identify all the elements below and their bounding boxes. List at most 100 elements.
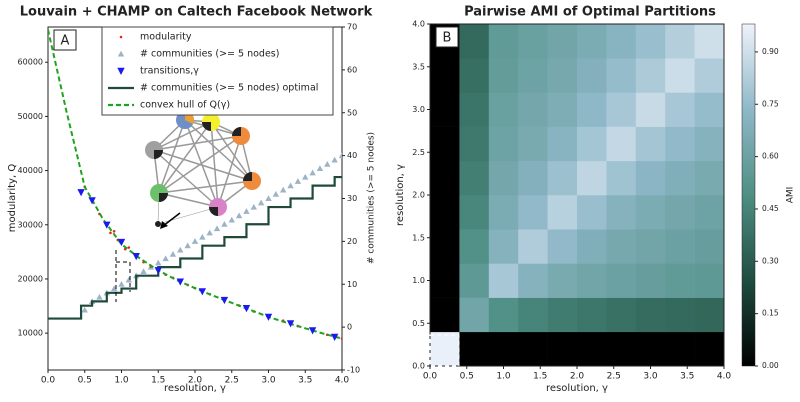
heatmap-cell — [635, 297, 666, 333]
heatmap-cell — [488, 195, 519, 230]
colorbar-tick-label: 0.90 — [762, 47, 779, 56]
heatmap-cell — [488, 126, 519, 162]
legend-label: convex hull of Q(γ) — [140, 100, 230, 111]
colorbar-tick-label: 0.00 — [762, 361, 779, 370]
data-point — [316, 165, 324, 172]
data-point — [228, 216, 235, 223]
y-tick-label: 4.0 — [412, 20, 425, 29]
heatmap-cell — [606, 229, 637, 264]
heatmap-cell — [459, 126, 490, 162]
y2-tick-label: 30 — [347, 194, 357, 203]
heatmap-cell — [635, 58, 666, 93]
data-point — [286, 320, 295, 328]
heatmap-cell — [694, 126, 725, 162]
heatmap-cell — [459, 297, 490, 333]
heatmap-cell — [430, 263, 460, 298]
x-tick-label: 0.5 — [78, 376, 92, 386]
legend-swatch — [117, 50, 125, 57]
data-point — [110, 285, 118, 292]
heatmap-cell — [665, 24, 695, 59]
heatmap-cell — [694, 24, 725, 59]
data-point — [324, 161, 331, 167]
heatmap-cell — [694, 92, 725, 127]
annotation-dashes — [115, 250, 131, 302]
heatmap-cell — [635, 229, 666, 264]
heatmap-cell — [665, 263, 695, 298]
data-point — [198, 288, 207, 296]
heatmap-cell — [635, 331, 666, 367]
heatmap-cell — [694, 229, 725, 264]
y-tick-label: 0.5 — [412, 319, 425, 328]
heatmap-cell — [430, 297, 460, 333]
data-point — [88, 197, 96, 205]
panel-label-box — [53, 29, 77, 51]
heatmap-cell — [459, 160, 490, 196]
heatmap-cell — [635, 24, 666, 59]
data-point — [294, 178, 302, 184]
y-tick-label: 30000 — [18, 220, 43, 229]
heatmap-cell — [665, 297, 695, 333]
heatmap-cell — [488, 24, 519, 59]
heatmap-cell — [635, 195, 666, 230]
heatmap-cell — [430, 160, 460, 196]
heatmap-cell — [547, 195, 578, 230]
heatmap-cell — [488, 58, 519, 93]
heatmap-cell — [606, 160, 637, 196]
heatmap-cell — [547, 24, 578, 59]
heatmap-cell — [606, 331, 637, 367]
heatmap-cell — [665, 331, 695, 367]
x-tick-label: 2.0 — [188, 376, 203, 386]
data-point — [302, 173, 309, 180]
data-point — [213, 225, 221, 232]
legend-label: transitions,γ — [140, 66, 199, 77]
data-point — [199, 233, 206, 240]
legend-swatch — [119, 35, 123, 39]
series-line — [48, 29, 342, 340]
heatmap-cell — [665, 58, 695, 93]
heatmap-cell — [577, 160, 607, 196]
heatmap-cell — [547, 160, 578, 196]
panel-label: A — [61, 34, 70, 49]
heatmap-cell — [577, 58, 607, 93]
data-point — [118, 281, 125, 287]
heatmap-cell — [430, 92, 460, 127]
data-point — [340, 337, 342, 340]
data-point — [77, 189, 85, 197]
heatmap-cell — [488, 263, 519, 298]
heatmap-cell — [606, 195, 637, 230]
legend-label: modularity — [140, 32, 192, 43]
highlight-box — [429, 334, 460, 367]
heatmap-cell — [430, 229, 460, 264]
heatmap-cell — [694, 263, 725, 298]
heatmap-cell — [635, 263, 666, 298]
heatmap-cell — [694, 331, 725, 367]
data-point — [177, 246, 184, 253]
heatmap-cell — [488, 92, 519, 127]
heatmap-cell — [577, 263, 607, 298]
x-tick-label: 2.0 — [570, 372, 585, 382]
colorbar-tick-label: 0.15 — [762, 309, 779, 318]
data-point — [206, 229, 213, 236]
heatmap-cell — [577, 24, 607, 59]
x-tick-label: 3.0 — [261, 376, 276, 386]
heatmap-cell — [518, 24, 548, 59]
colorbar-tick-label: 0.75 — [762, 99, 779, 108]
heatmap-cell — [694, 58, 725, 93]
y-tick-label: 1.0 — [412, 276, 425, 285]
x-tick-label: 0.0 — [41, 376, 56, 386]
heatmap-cell — [518, 297, 548, 333]
heatmap-cell — [459, 263, 490, 298]
heatmap-cell — [430, 331, 460, 367]
data-point — [154, 267, 162, 275]
heatmap-cell — [459, 92, 490, 127]
heatmap-cell — [518, 92, 548, 127]
heatmap-cell — [547, 92, 578, 127]
x-tick-label: 1.5 — [533, 372, 547, 382]
x-tick-label: 0.5 — [460, 372, 474, 382]
legend-label: # communities (>= 5 nodes) — [140, 49, 279, 60]
heatmap-cell — [665, 195, 695, 230]
heatmap-cell — [635, 126, 666, 162]
colorbar-tick-label: 0.60 — [762, 152, 779, 161]
heatmap-area — [430, 24, 725, 367]
